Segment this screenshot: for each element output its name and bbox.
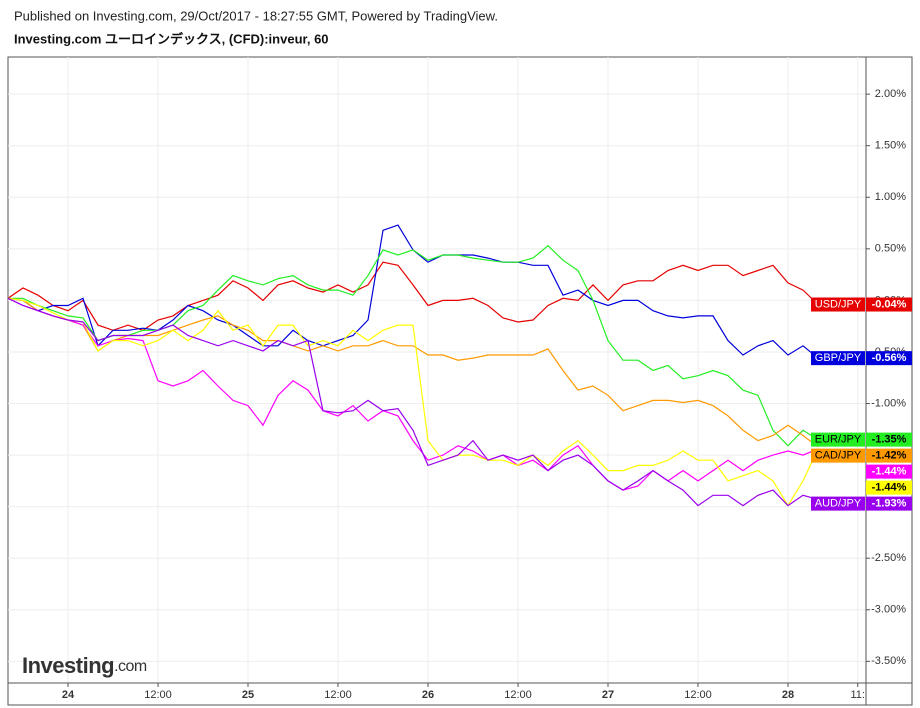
chart-frame bbox=[7, 56, 913, 706]
x-tick-label: 12:00 bbox=[684, 689, 712, 701]
y-tick-label: -2.50% bbox=[871, 552, 906, 564]
end-value-box bbox=[866, 297, 912, 312]
x-tick-label: 27 bbox=[602, 689, 614, 701]
end-value-label: -0.56% bbox=[872, 352, 907, 364]
y-tick-label: 2.00% bbox=[875, 88, 906, 100]
end-value-box bbox=[866, 480, 912, 495]
end-value-label: -1.42% bbox=[872, 450, 907, 462]
chart-title: Investing.com ユーロインデックス, (CFD):inveur, 6… bbox=[14, 31, 329, 46]
x-tick-label: 11: bbox=[851, 689, 865, 701]
watermark-brand: Investing bbox=[22, 653, 114, 678]
series-line bbox=[7, 261, 819, 331]
watermark-suffix: .com bbox=[114, 658, 147, 675]
y-tick-label: 0.50% bbox=[875, 243, 906, 255]
lines bbox=[7, 224, 819, 507]
end-value-label: -0.04% bbox=[872, 298, 907, 310]
series-name: EUR/JPY bbox=[815, 434, 862, 446]
series-line bbox=[7, 297, 819, 491]
watermark: Investing.com bbox=[22, 653, 147, 678]
series-name: USD/JPY bbox=[815, 298, 862, 310]
x-tick-label: 12:00 bbox=[324, 689, 352, 701]
y-tick-label: -3.50% bbox=[871, 655, 906, 667]
end-value-label: -1.35% bbox=[872, 434, 907, 446]
published-note: Published on Investing.com, 29/Oct/2017 … bbox=[14, 8, 498, 23]
y-tick-label: 1.50% bbox=[875, 140, 906, 152]
end-value-label: -1.44% bbox=[872, 466, 907, 478]
series-line bbox=[7, 297, 819, 448]
end-value-label: -1.44% bbox=[872, 482, 907, 494]
end-value-box bbox=[866, 351, 912, 366]
x-tick-label: 26 bbox=[422, 689, 434, 701]
series-line bbox=[8, 244, 819, 447]
end-value-box bbox=[866, 464, 912, 479]
end-labels: USD/JPY -0.04% GBP/JPY -0.56% EUR/JPY -1.35% C… bbox=[811, 297, 912, 511]
y-tick-label: -1.00% bbox=[871, 397, 906, 409]
end-value-box bbox=[866, 448, 912, 463]
x-tick-label: 12:00 bbox=[144, 689, 172, 701]
series-name: AUD/JPY bbox=[815, 498, 862, 510]
series-line bbox=[7, 297, 819, 507]
x-tick-label: 24 bbox=[62, 689, 75, 701]
series-name-box bbox=[811, 496, 865, 511]
x-tick-label: 12:00 bbox=[504, 689, 532, 701]
series-name-box bbox=[811, 432, 865, 447]
axes: 2.00%1.50%1.00%0.50%0.00%-0.50%-1.00%-1.… bbox=[62, 88, 906, 701]
series-name-box bbox=[811, 351, 865, 366]
y-tick-label: -3.00% bbox=[871, 604, 906, 616]
x-tick-label: 25 bbox=[242, 689, 254, 701]
end-value-box bbox=[866, 432, 912, 447]
series-name-box bbox=[811, 297, 865, 312]
series-name: CAD/JPY bbox=[815, 450, 862, 462]
grid bbox=[8, 57, 866, 683]
series-name-box bbox=[811, 448, 865, 463]
end-value-label: -1.93% bbox=[872, 498, 907, 510]
series-name: GBP/JPY bbox=[815, 352, 862, 364]
y-tick-label: 1.00% bbox=[875, 191, 906, 203]
x-tick-label: 28 bbox=[782, 689, 794, 701]
series-line bbox=[7, 297, 819, 507]
end-value-box bbox=[866, 496, 912, 511]
